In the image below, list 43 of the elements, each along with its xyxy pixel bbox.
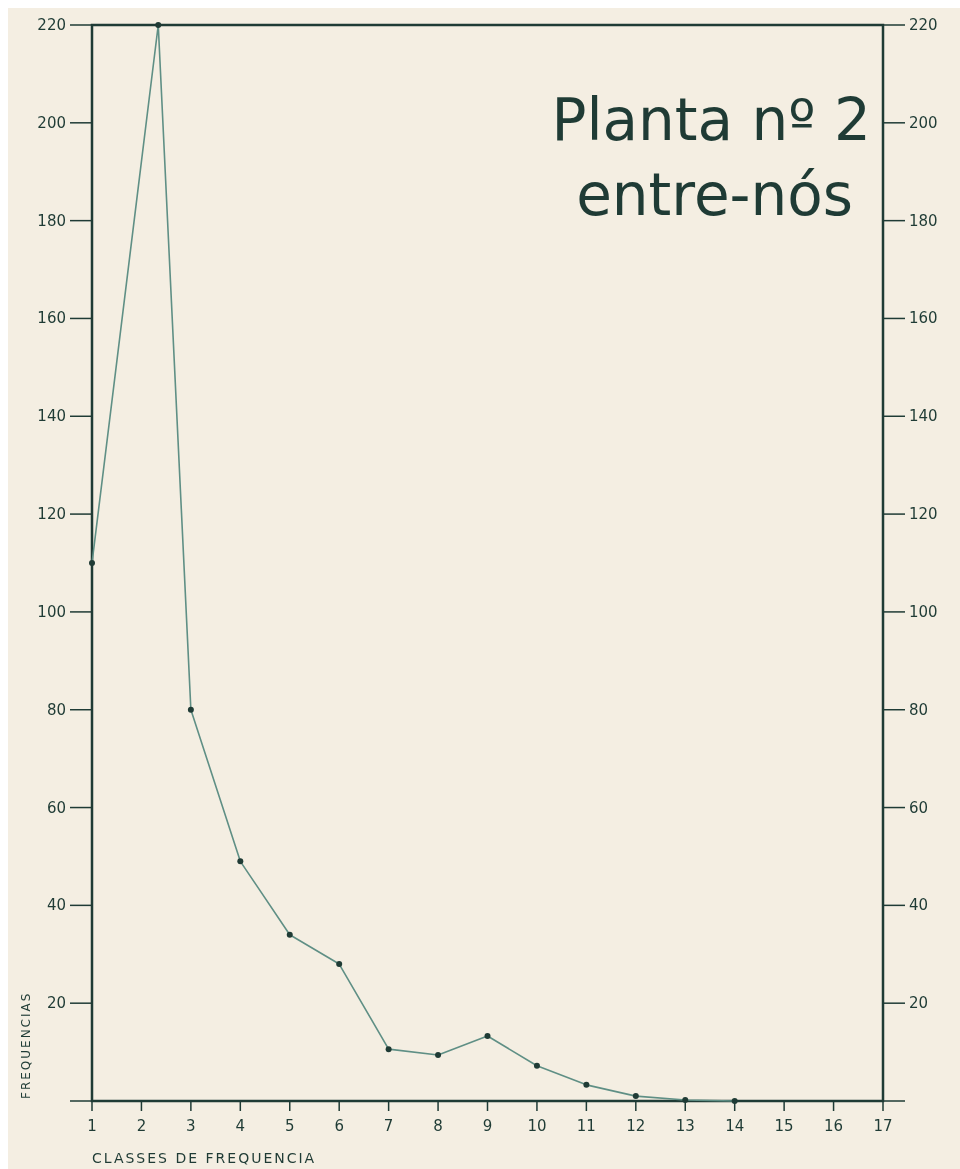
y2-tick-label: 60 — [909, 798, 929, 817]
x-tick-label: 5 — [284, 1117, 295, 1135]
x-tick-label: 11 — [576, 1117, 596, 1135]
y-tick-label: 40 — [46, 896, 66, 915]
y-tick-label: 80 — [46, 700, 66, 719]
y2-tick-label: 80 — [909, 700, 929, 719]
y2-tick-label: 200 — [909, 113, 938, 132]
x-tick-label: 13 — [675, 1117, 695, 1135]
y2-tick-label: 180 — [909, 211, 938, 230]
x-tick-label: 15 — [774, 1117, 794, 1135]
y2-tick-label: 160 — [909, 309, 938, 328]
x-tick-label: 16 — [824, 1117, 844, 1135]
y-tick-label: 140 — [37, 407, 66, 426]
x-tick-label: 9 — [482, 1117, 493, 1135]
x-tick-label: 2 — [136, 1117, 147, 1135]
x-tick-label: 7 — [383, 1117, 394, 1135]
y-tick-label: 60 — [46, 798, 66, 817]
y-tick-label: 20 — [46, 994, 66, 1013]
x-tick-label: 1 — [87, 1117, 97, 1135]
y2-tick-label: 120 — [909, 505, 938, 524]
y-tick-label: 180 — [37, 211, 66, 230]
x-tick-label: 10 — [527, 1117, 547, 1135]
text: entre-nós — [576, 161, 853, 229]
y-tick-label: 220 — [37, 16, 66, 34]
x-tick-label: 4 — [235, 1117, 246, 1135]
y2-tick-label: 20 — [909, 994, 929, 1013]
x-tick-label: 3 — [186, 1117, 196, 1135]
y2-tick-label: 140 — [909, 407, 938, 426]
y2-tick-label: 40 — [909, 896, 929, 915]
x-tick-label: 8 — [433, 1117, 443, 1135]
x-tick-label: 14 — [725, 1117, 745, 1135]
y-tick-label: 100 — [37, 602, 66, 621]
y-axis-title: FREQUENCIAS — [19, 991, 33, 1099]
y2-tick-label: 100 — [909, 602, 938, 621]
y2-tick-label: 220 — [909, 16, 938, 34]
text: Planta nº 2 — [551, 86, 871, 154]
x-tick-label: 12 — [626, 1117, 646, 1135]
x-tick-label: 6 — [334, 1117, 344, 1135]
x-axis-title: CLASSES DE FREQUENCIA — [92, 1150, 317, 1166]
x-tick-label: 17 — [873, 1117, 893, 1135]
y-tick-label: 120 — [37, 505, 66, 524]
y-tick-label: 160 — [37, 309, 66, 328]
y-tick-label: 200 — [37, 113, 66, 132]
